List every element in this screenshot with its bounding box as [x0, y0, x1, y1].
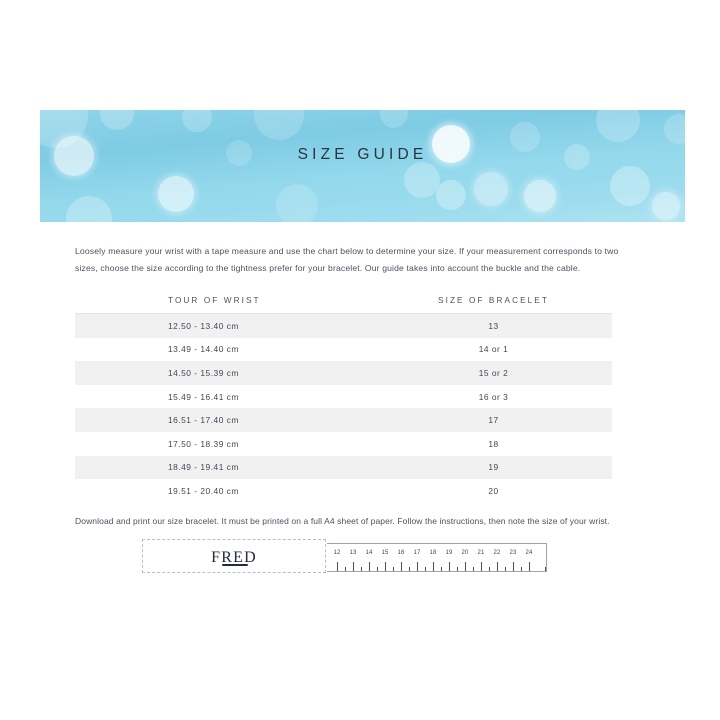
ruler-tick-major [385, 562, 386, 571]
cell-wrist: 16.51 - 17.40 cm [168, 415, 239, 426]
cell-size: 14 or 1 [478, 344, 509, 355]
ruler-tick-minor [441, 567, 442, 571]
ruler-label: 20 [461, 550, 469, 556]
bokeh-circle [66, 196, 112, 222]
bokeh-circle [100, 110, 134, 130]
ruler-tick-minor [425, 567, 426, 571]
cell-size: 20 [488, 485, 499, 496]
bokeh-circle [596, 110, 640, 142]
cell-wrist: 13.49 - 14.40 cm [168, 344, 239, 355]
ruler-tick-minor [457, 567, 458, 571]
ruler-tick-minor [409, 567, 410, 571]
column-header-size-of-bracelet: SIZE OF BRACELET [438, 296, 549, 305]
bokeh-circle [652, 192, 680, 220]
download-instructions: Download and print our size bracelet. It… [75, 516, 610, 526]
ruler-strip: 12 13 14 15 16 17 18 19 20 21 22 23 24 [325, 543, 547, 572]
cell-size: 16 or 3 [478, 391, 509, 402]
ruler-tick-major [337, 562, 338, 571]
bokeh-circle [524, 180, 556, 212]
bokeh-circle [254, 110, 304, 140]
table-row: 18.49 - 19.41 cm 19 [75, 455, 612, 480]
printable-bracelet-ruler: 12 13 14 15 16 17 18 19 20 21 22 23 24 FRED [140, 537, 550, 579]
cell-wrist: 18.49 - 19.41 cm [168, 462, 239, 473]
size-table: TOUR OF WRIST SIZE OF BRACELET 12.50 - 1… [75, 288, 612, 503]
table-row: 19.51 - 20.40 cm 20 [75, 479, 612, 503]
ruler-label: 12 [333, 550, 341, 556]
ruler-tick-major [433, 562, 434, 571]
fred-logo: FRED [143, 549, 325, 566]
ruler-label: 18 [429, 550, 437, 556]
ruler-tick-major [417, 562, 418, 571]
bokeh-circle [380, 110, 408, 128]
ruler-tick-major [513, 562, 514, 571]
ruler-tick-major [497, 562, 498, 571]
table-row: 14.50 - 15.39 cm 15 or 2 [75, 361, 612, 385]
ruler-tick-minor [473, 567, 474, 571]
cell-size: 13 [488, 320, 499, 331]
fred-logo-text: FRED [211, 549, 257, 566]
ruler-label: 14 [365, 550, 373, 556]
bokeh-circle [182, 110, 212, 132]
table-row: 15.49 - 16.41 cm 16 or 3 [75, 384, 612, 409]
ruler-tick-major [529, 562, 530, 571]
ruler-tick-minor [489, 567, 490, 571]
ruler-tick-major [449, 562, 450, 571]
ruler-label: 15 [381, 550, 389, 556]
ruler-tick-major [353, 562, 354, 571]
bokeh-circle [158, 176, 194, 212]
ruler-label: 13 [349, 550, 357, 556]
cell-size: 19 [488, 462, 499, 473]
ruler-tick-minor [521, 567, 522, 571]
ruler-tick-minor [345, 567, 346, 571]
bracelet-brand-tag: FRED [142, 539, 326, 573]
table-row: 12.50 - 13.40 cm 13 [75, 314, 612, 338]
bokeh-circle [404, 162, 440, 198]
bokeh-circle [474, 172, 508, 206]
table-header-row: TOUR OF WRIST SIZE OF BRACELET [75, 288, 612, 314]
cell-wrist: 15.49 - 16.41 cm [168, 391, 239, 402]
column-header-tour-of-wrist: TOUR OF WRIST [168, 296, 261, 305]
cell-wrist: 12.50 - 13.40 cm [168, 320, 239, 331]
ruler-tick-minor [377, 567, 378, 571]
ruler-tick-minor [545, 567, 546, 571]
cell-size: 18 [488, 438, 499, 449]
ruler-tick-minor [505, 567, 506, 571]
cell-wrist: 19.51 - 20.40 cm [168, 485, 239, 496]
ruler-tick-major [369, 562, 370, 571]
table-row: 16.51 - 17.40 cm 17 [75, 408, 612, 432]
ruler-tick-major [481, 562, 482, 571]
page-title: SIZE GUIDE [297, 146, 428, 163]
ruler-label: 17 [413, 550, 421, 556]
bokeh-circle [436, 180, 466, 210]
fred-logo-flourish [222, 564, 248, 566]
bokeh-circle [40, 110, 88, 148]
bokeh-circle [610, 166, 650, 206]
ruler-tick-minor [393, 567, 394, 571]
cell-wrist: 14.50 - 15.39 cm [168, 367, 239, 378]
ruler-label: 16 [397, 550, 405, 556]
ruler-tick-major [401, 562, 402, 571]
cell-size: 17 [488, 415, 499, 426]
cell-wrist: 17.50 - 18.39 cm [168, 438, 239, 449]
table-row: 17.50 - 18.39 cm 18 [75, 431, 612, 456]
cell-size: 15 or 2 [478, 367, 509, 378]
ruler-label: 24 [525, 550, 533, 556]
ruler-label: 22 [493, 550, 501, 556]
ruler-label: 23 [509, 550, 517, 556]
bokeh-circle [276, 184, 318, 222]
ruler-label: 21 [477, 550, 485, 556]
table-row: 13.49 - 14.40 cm 14 or 1 [75, 337, 612, 362]
intro-paragraph: Loosely measure your wrist with a tape m… [75, 246, 619, 273]
ruler-tick-major [465, 562, 466, 571]
size-guide-banner: SIZE GUIDE [40, 110, 685, 222]
bokeh-circle [664, 114, 685, 144]
ruler-label: 19 [445, 550, 453, 556]
ruler-tick-minor [361, 567, 362, 571]
